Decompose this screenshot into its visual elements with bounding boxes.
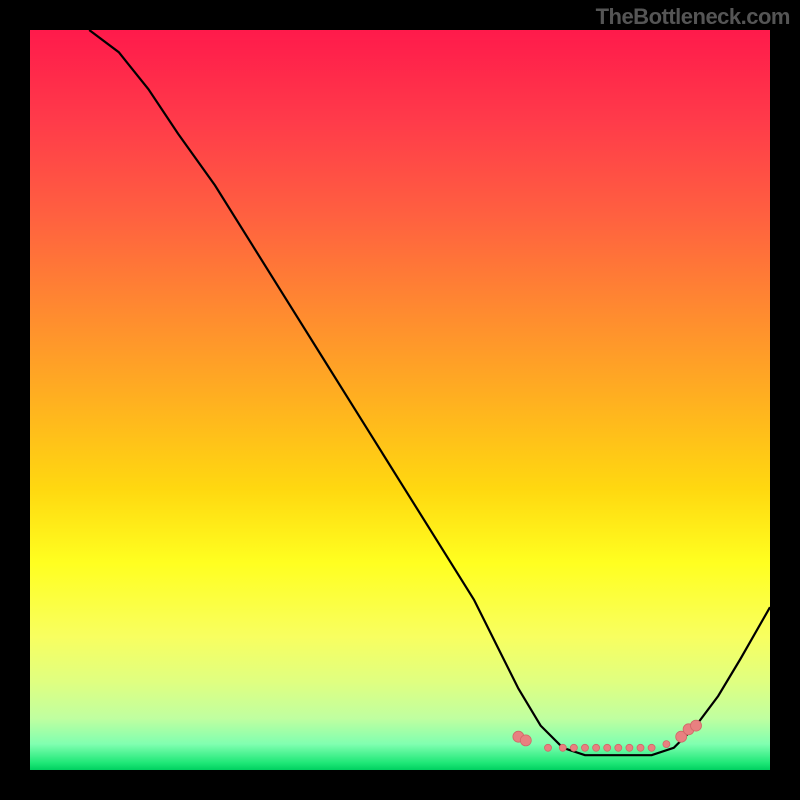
data-marker bbox=[648, 744, 655, 751]
data-marker bbox=[604, 744, 611, 751]
data-marker bbox=[582, 744, 589, 751]
data-marker bbox=[637, 744, 644, 751]
watermark-text: TheBottleneck.com bbox=[596, 4, 790, 30]
data-marker bbox=[593, 744, 600, 751]
plot-area-gradient bbox=[30, 30, 770, 770]
data-marker bbox=[615, 744, 622, 751]
bottleneck-chart bbox=[0, 0, 800, 800]
data-marker bbox=[663, 741, 670, 748]
data-marker bbox=[559, 744, 566, 751]
data-marker bbox=[691, 720, 702, 731]
data-marker bbox=[520, 735, 531, 746]
data-marker bbox=[570, 744, 577, 751]
data-marker bbox=[626, 744, 633, 751]
data-marker bbox=[545, 744, 552, 751]
